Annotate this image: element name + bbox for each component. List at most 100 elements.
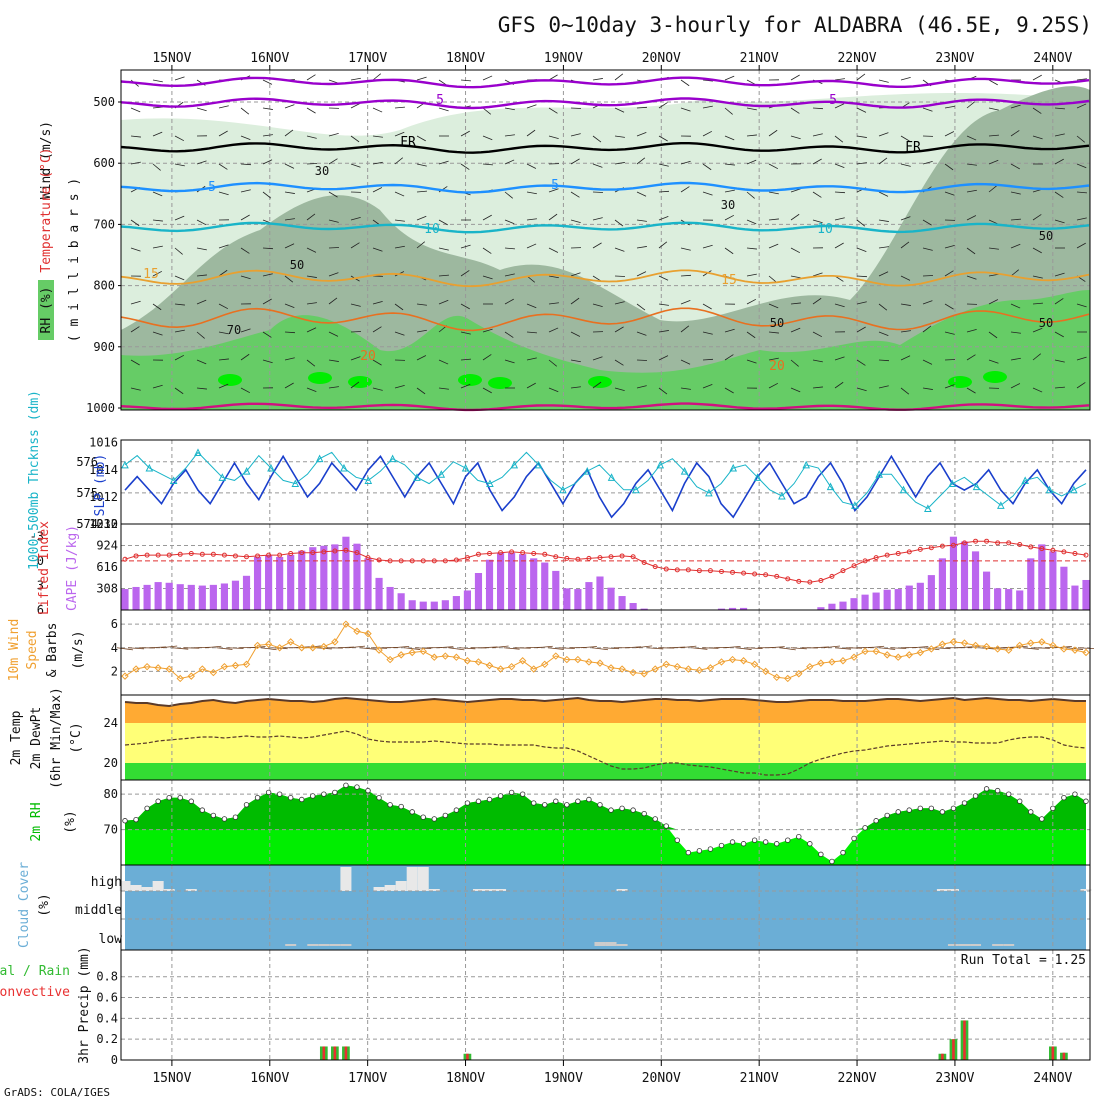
wind-speed-marker	[673, 662, 682, 671]
wind-barb	[262, 107, 273, 110]
rh-marker	[774, 841, 780, 847]
wind-speed-marker	[507, 662, 516, 671]
li-marker	[475, 551, 481, 557]
thickness-axis-label: 1000-500mb Thcknss (dm)	[27, 390, 42, 570]
wind-barb	[724, 189, 735, 193]
li-marker	[928, 545, 934, 551]
rh-marker	[475, 798, 482, 804]
wind-barb	[922, 275, 934, 277]
cape-bar	[276, 556, 284, 610]
wind-barb	[359, 647, 377, 650]
wind-speed-marker	[982, 642, 991, 651]
dewpoint-axis-label: 2m DewPt	[29, 707, 44, 770]
rh-tick: 80	[104, 787, 118, 801]
wind-barb	[878, 271, 889, 277]
cape-bar	[1016, 590, 1024, 610]
li-marker	[376, 557, 382, 563]
cape-bar	[375, 577, 383, 610]
cape-bar	[1060, 566, 1068, 610]
wind-barb	[834, 647, 852, 650]
rh-marker	[994, 787, 1001, 794]
wind-barb	[174, 354, 185, 361]
wind-barb	[834, 78, 845, 81]
cape-bar	[728, 607, 737, 610]
li-tick: -3	[30, 529, 44, 543]
cape-bar	[143, 584, 151, 610]
li-marker	[166, 552, 172, 558]
wind-speed-marker	[938, 640, 947, 648]
cape-bar	[905, 585, 913, 610]
cloud-high-bar	[947, 889, 959, 891]
wind-barb	[834, 242, 844, 249]
wind-barb	[746, 219, 757, 225]
wind-barb	[284, 243, 295, 249]
wind-barb	[262, 247, 274, 250]
rh-marker	[807, 841, 813, 847]
wind-speed-marker	[121, 672, 129, 680]
wind-barb	[592, 242, 602, 249]
wind-barb	[735, 647, 752, 650]
day-label: 15NOV	[152, 1071, 191, 1086]
wind-barb	[1054, 298, 1064, 305]
wind-barb	[900, 135, 910, 142]
wind-speed-marker	[927, 645, 936, 653]
wind-speed-marker	[1071, 646, 1079, 654]
wind-barb	[174, 76, 185, 81]
wind-barb	[878, 303, 888, 311]
wind-barb	[504, 273, 515, 277]
day-label: 17NOV	[348, 1071, 387, 1086]
day-label: 24NOV	[1033, 51, 1072, 66]
wind-barb	[504, 359, 515, 364]
cape-bar	[1049, 551, 1057, 610]
wind-barb	[438, 387, 449, 390]
wind-speed-marker	[474, 658, 483, 666]
slp-tick: 1012	[89, 490, 118, 504]
wind-barb	[1076, 135, 1086, 143]
wind-barb	[812, 272, 823, 277]
wind-barb	[306, 135, 317, 139]
rh-marker	[972, 793, 979, 799]
wind-barb	[790, 74, 800, 81]
wind-barb	[460, 303, 470, 310]
wind-barb	[249, 646, 266, 649]
wind-barb	[1032, 214, 1042, 221]
wind-barb	[580, 646, 597, 649]
rh-marker	[895, 809, 901, 815]
contour-label: 5	[208, 180, 216, 195]
wind-barb	[130, 161, 141, 165]
li-marker	[398, 558, 404, 564]
wind-barb	[372, 187, 383, 193]
wind-barb	[262, 331, 272, 338]
contour-label: 5	[551, 178, 559, 193]
wind-speed-marker	[585, 658, 593, 666]
wind-barb	[1010, 383, 1021, 389]
wind-speed-marker	[320, 642, 328, 651]
wind-speed-marker	[154, 664, 162, 672]
rh-marker	[818, 851, 824, 858]
rh-marker	[840, 849, 846, 856]
wind-barb	[240, 135, 251, 140]
upper-air-temp-label: Temperature (°C)	[39, 147, 54, 272]
cloud-low-bar	[285, 944, 297, 946]
thickness-marker	[997, 501, 1005, 509]
wind-barb	[1010, 163, 1020, 170]
thickness-marker	[169, 476, 178, 484]
wind-barb	[900, 303, 911, 306]
rh-marker	[442, 812, 449, 819]
rh-contour-label: 50	[290, 258, 304, 272]
wind-barb	[636, 219, 647, 222]
rh-marker	[265, 789, 272, 796]
rh-marker	[983, 786, 990, 792]
cape-bar	[861, 594, 869, 610]
wind-barb	[878, 132, 889, 137]
li-marker	[641, 559, 647, 565]
wind-speed-marker	[607, 664, 615, 672]
wind-barb	[306, 107, 316, 114]
rh-marker	[199, 807, 206, 813]
precip-conv-bar	[322, 1046, 326, 1060]
cape-bar	[253, 556, 262, 610]
wind-barb	[636, 303, 646, 311]
wind-barb	[130, 300, 141, 305]
cloud-low-bar	[958, 944, 970, 946]
cape-bar	[552, 570, 560, 610]
